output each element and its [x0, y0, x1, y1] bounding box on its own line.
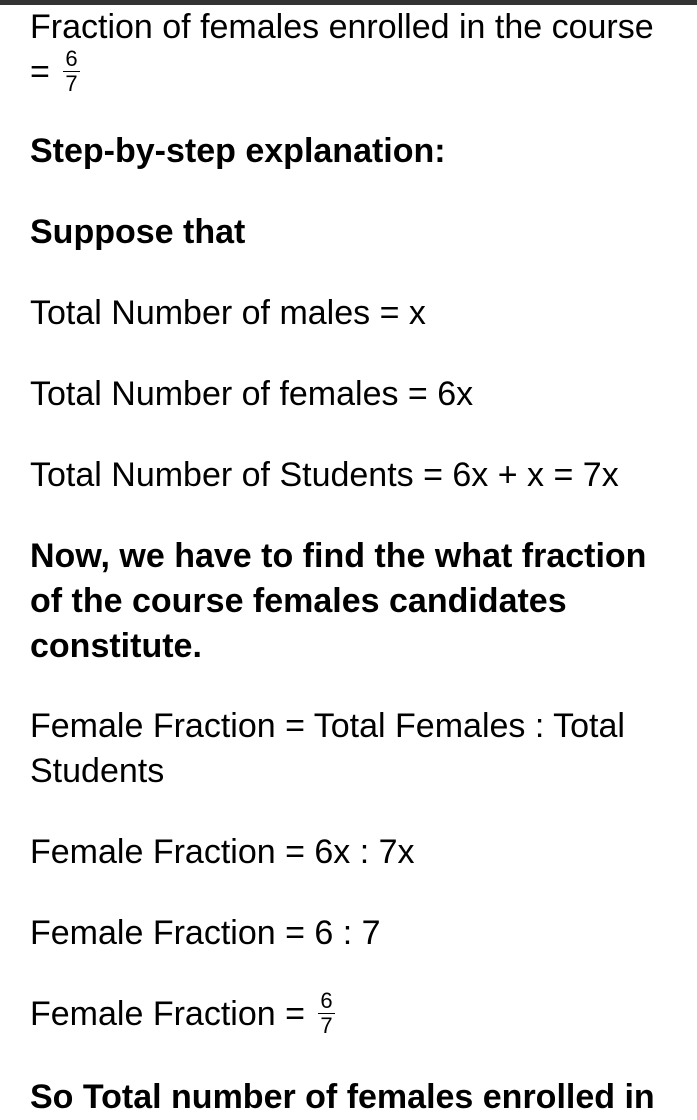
- ff-final-line: Female Fraction = 67: [30, 992, 667, 1040]
- ff-definition-line: Female Fraction = Total Females : Total …: [30, 704, 667, 794]
- fraction-6-7: 67: [63, 48, 79, 95]
- females-line: Total Number of females = 6x: [30, 372, 667, 417]
- answer-line: Fraction of females enrolled in the cour…: [30, 5, 667, 97]
- ff-ratio-1: Female Fraction = 6x : 7x: [30, 830, 667, 875]
- males-line: Total Number of males = x: [30, 291, 667, 336]
- now-find-line: Now, we have to find the what fraction o…: [30, 534, 667, 669]
- step-heading: Step-by-step explanation:: [30, 129, 667, 174]
- students-line: Total Number of Students = 6x + x = 7x: [30, 453, 667, 498]
- fraction-numerator: 6: [63, 48, 79, 72]
- fraction-6-7-b: 67: [318, 990, 334, 1037]
- answer-text: Fraction of females enrolled in the cour…: [30, 8, 654, 91]
- explanation-content: Fraction of females enrolled in the cour…: [0, 5, 697, 1120]
- ff-ratio-2: Female Fraction = 6 : 7: [30, 911, 667, 956]
- fraction-denominator: 7: [318, 1014, 334, 1037]
- fraction-denominator: 7: [63, 72, 79, 95]
- suppose-heading: Suppose that: [30, 210, 667, 255]
- ff-final-text: Female Fraction =: [30, 995, 314, 1033]
- fraction-numerator: 6: [318, 990, 334, 1014]
